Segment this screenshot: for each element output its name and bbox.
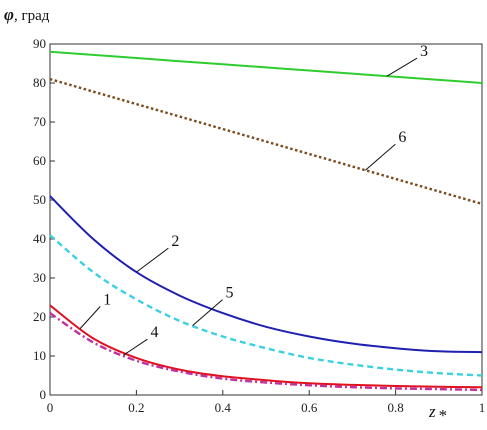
plot-frame (49, 43, 483, 396)
y-tick-label: 60 (33, 153, 46, 168)
annotation-leader (79, 306, 101, 329)
y-axis-label: φ, град (4, 5, 50, 24)
curve-label-1: 1 (103, 292, 111, 309)
series-line-6 (49, 77, 483, 206)
curve-label-3: 3 (420, 43, 428, 60)
series-line-5 (49, 234, 483, 377)
x-tick-label: 0.8 (387, 400, 403, 415)
annotation-leader (123, 338, 148, 356)
y-tick-label: 70 (33, 114, 46, 129)
series-line-1 (49, 304, 483, 389)
curve-label-2: 2 (171, 233, 179, 250)
curve-label-4: 4 (150, 324, 158, 341)
series-line-4 (49, 312, 483, 392)
y-axis-symbol: φ (4, 5, 14, 24)
y-tick-label: 20 (33, 309, 46, 324)
x-axis-label: z * (428, 402, 447, 425)
y-tick-label: 10 (33, 348, 46, 363)
x-tick-label: 0.6 (301, 400, 318, 415)
curve-label-5: 5 (226, 285, 234, 302)
annotation-leader (136, 247, 169, 273)
y-tick-label: 0 (40, 387, 47, 402)
y-tick-label: 80 (33, 75, 46, 90)
x-axis-symbol: z (428, 402, 436, 421)
annotation-leader (386, 57, 418, 77)
series-lines (49, 50, 483, 392)
x-tick-label: 0.2 (128, 400, 144, 415)
annotation-leader (365, 143, 396, 171)
x-tick-label: 0.4 (215, 400, 232, 415)
y-axis-unit: , град (14, 8, 50, 24)
x-tick-label: 0 (47, 400, 54, 415)
series-line-3 (49, 50, 483, 84)
curve-label-6: 6 (398, 129, 406, 146)
series-line-2 (49, 195, 483, 354)
curve-annotations: 1 2 3 4 5 6 (79, 43, 428, 356)
x-tick-label: 1 (479, 400, 486, 415)
y-tick-label: 90 (33, 36, 46, 51)
y-tick-label: 50 (33, 192, 46, 207)
annotation-leader (192, 299, 223, 326)
y-tick-label: 40 (33, 231, 46, 246)
x-axis-subscript: * (439, 406, 448, 425)
y-tick-label: 30 (33, 270, 46, 285)
